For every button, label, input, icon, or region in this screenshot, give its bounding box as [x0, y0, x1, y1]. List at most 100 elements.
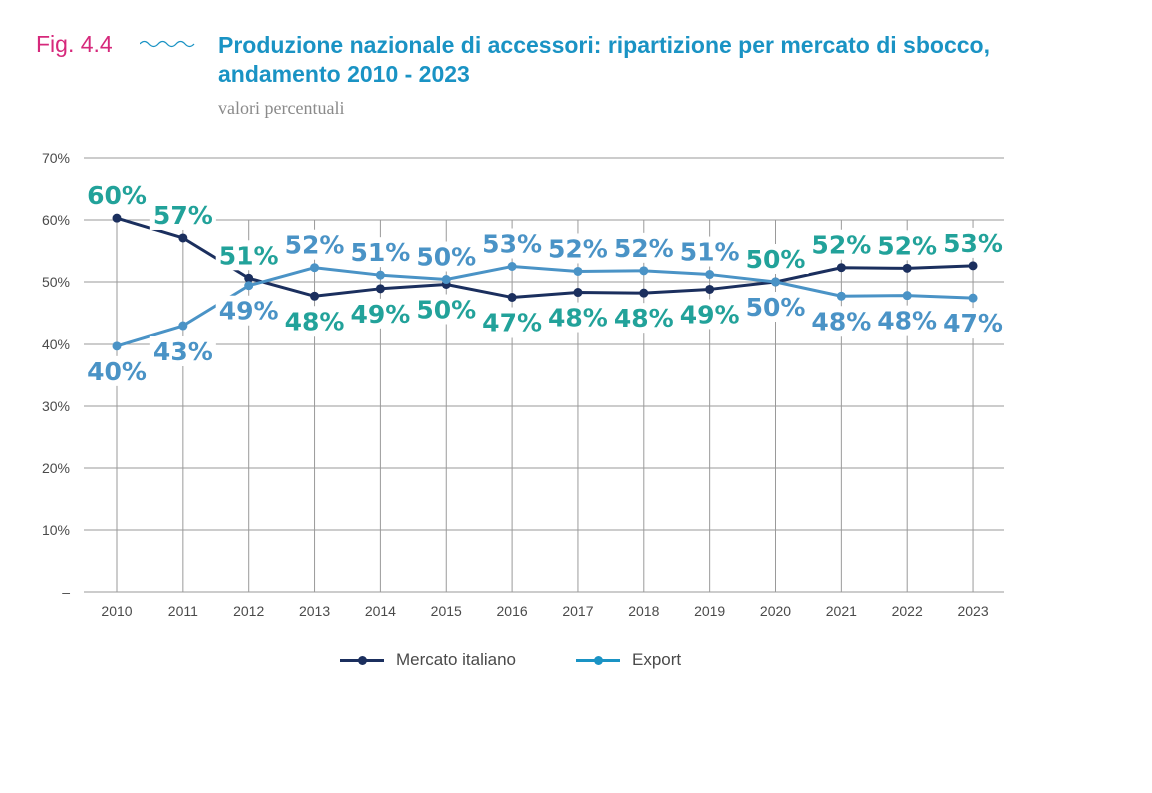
data-label-bg	[874, 305, 941, 336]
data-label-mercato: 48%	[614, 304, 674, 333]
x-tick-label: 2012	[233, 603, 264, 619]
wave-decoration-icon	[140, 40, 195, 48]
data-label-bg	[281, 306, 348, 337]
legend-item-export: Export	[576, 650, 681, 670]
data-label-bg	[215, 295, 282, 326]
data-label-mercato: 50%	[746, 245, 806, 274]
data-label-bg	[84, 355, 150, 386]
data-label-mercato: 48%	[548, 304, 608, 333]
data-label-bg	[940, 308, 1007, 339]
data-label-export: 47%	[943, 309, 1003, 338]
data-label-bg	[610, 232, 677, 263]
x-tick-label: 2014	[365, 603, 396, 619]
legend-item-mercato: Mercato italiano	[340, 650, 516, 670]
data-point-mercato	[310, 291, 320, 301]
legend-swatch-mercato	[340, 655, 384, 665]
x-tick-label: 2015	[431, 603, 462, 619]
data-point-export	[441, 275, 451, 285]
data-point-export	[836, 291, 846, 301]
data-label-bg	[479, 307, 546, 338]
data-point-mercato	[639, 288, 649, 298]
data-label-mercato: 53%	[943, 229, 1003, 258]
data-label-export: 50%	[746, 293, 806, 322]
data-point-export	[902, 291, 912, 301]
data-label-export: 40%	[87, 357, 147, 386]
data-label-export: 52%	[548, 234, 608, 263]
data-label-mercato: 49%	[680, 300, 740, 329]
data-label-mercato: 52%	[877, 231, 937, 260]
data-point-export	[310, 263, 320, 273]
legend-swatch-export	[576, 655, 621, 665]
chart-title: Produzione nazionale di accessori: ripar…	[218, 32, 990, 87]
x-tick-label: 2011	[168, 603, 198, 619]
data-label-bg	[479, 228, 546, 259]
data-point-mercato	[178, 233, 188, 243]
data-label-bg	[281, 229, 348, 260]
x-tick-label: 2021	[826, 603, 857, 619]
data-label-bg	[544, 302, 611, 333]
data-point-mercato	[244, 273, 254, 283]
data-label-mercato: 49%	[350, 300, 410, 329]
data-label-bg	[347, 298, 414, 329]
data-label-export: 52%	[285, 231, 345, 260]
data-point-export	[244, 281, 254, 291]
data-label-bg	[676, 236, 743, 267]
data-label-bg	[149, 199, 216, 230]
series-line-export	[116, 265, 974, 348]
data-label-mercato: 52%	[811, 231, 871, 260]
data-point-export	[375, 270, 385, 280]
data-point-export	[968, 293, 978, 303]
data-label-mercato: 47%	[482, 309, 542, 338]
data-label-mercato: 50%	[416, 295, 476, 324]
data-label-export: 48%	[811, 307, 871, 336]
x-tick-label: 2017	[562, 603, 593, 619]
data-point-mercato	[375, 284, 385, 294]
x-tick-label: 2013	[299, 603, 330, 619]
data-label-bg	[940, 227, 1007, 258]
data-point-mercato	[573, 288, 583, 298]
data-label-mercato: 48%	[285, 307, 345, 336]
data-label-bg	[544, 233, 611, 264]
data-point-export	[639, 266, 649, 276]
data-label-bg	[808, 229, 875, 260]
data-point-export	[705, 270, 715, 280]
data-point-mercato	[968, 261, 978, 271]
data-label-bg	[742, 244, 809, 274]
y-tick-label: 50%	[42, 274, 70, 290]
y-tick-label: 30%	[42, 398, 70, 414]
y-tick-label: 60%	[42, 212, 70, 228]
data-label-bg	[610, 303, 677, 334]
y-tick-label: 70%	[42, 150, 70, 166]
data-label-bg	[84, 180, 150, 211]
data-point-export	[112, 341, 122, 351]
y-tick-label: 40%	[42, 336, 70, 352]
x-tick-label: 2019	[694, 603, 725, 619]
data-label-export: 51%	[680, 238, 740, 267]
data-point-mercato	[112, 213, 122, 223]
legend-label-export: Export	[632, 650, 682, 669]
chart-subtitle: valori percentuali	[218, 98, 345, 118]
x-tick-label: 2010	[101, 603, 132, 619]
data-label-export: 43%	[153, 337, 213, 366]
fig-label: Fig. 4.4	[36, 31, 113, 57]
chart-legend: Mercato italiano Export	[340, 650, 681, 670]
line-chart: – 10% 20% 30% 40% 50% 60% 70% 2010 2011 2012 2013 20…	[41, 150, 1007, 619]
x-tick-label: 2018	[628, 603, 659, 619]
data-label-bg	[347, 237, 414, 268]
data-point-export	[771, 277, 780, 287]
data-label-mercato: 57%	[153, 201, 213, 230]
data-label-export: 48%	[877, 307, 937, 336]
data-point-mercato	[507, 293, 517, 302]
data-label-bg	[149, 336, 216, 367]
data-label-mercato: 51%	[219, 241, 279, 270]
data-label-mercato: 60%	[87, 181, 147, 210]
data-label-bg	[808, 306, 875, 337]
data-label-export: 49%	[219, 297, 279, 326]
data-label-bg	[742, 292, 809, 322]
x-tick-label: 2020	[760, 603, 791, 619]
data-label-export: 51%	[350, 238, 410, 267]
x-tick-label: 2023	[957, 603, 988, 619]
data-point-export	[573, 266, 583, 276]
data-label-bg	[676, 299, 743, 330]
data-point-mercato	[836, 263, 846, 273]
